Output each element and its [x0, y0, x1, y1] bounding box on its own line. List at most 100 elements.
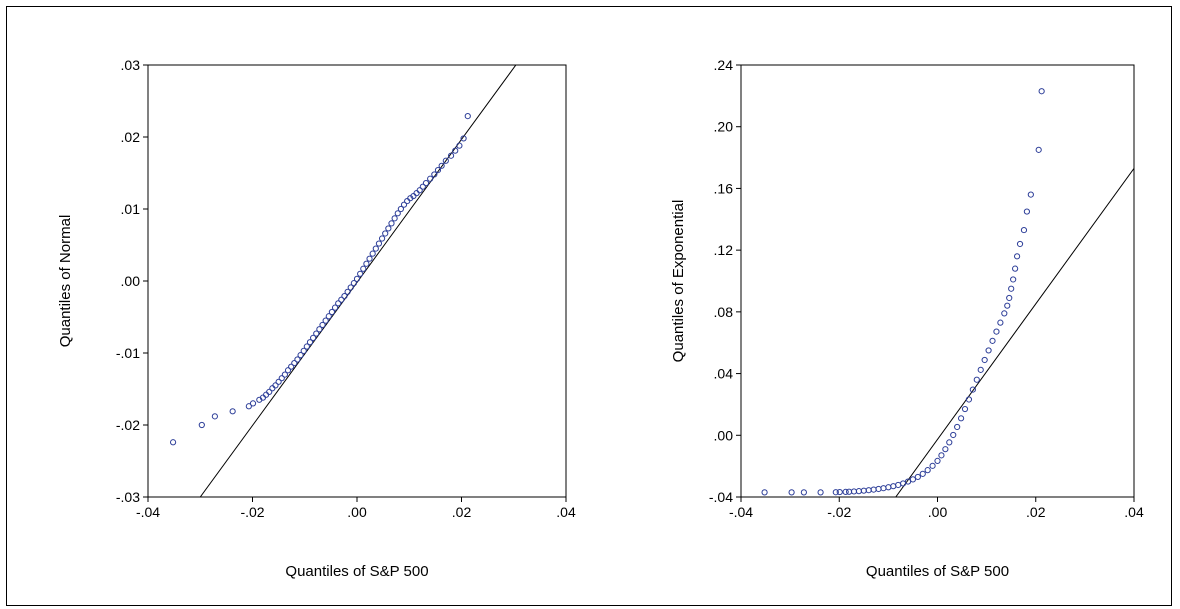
- normal-data-point: [382, 230, 389, 237]
- exponential-data-point: [1006, 294, 1013, 302]
- exponential-data-point: [875, 485, 882, 493]
- normal-data-point: [344, 288, 351, 295]
- normal-data-point: [442, 157, 449, 164]
- exponential-y-tick-label: .16: [714, 180, 734, 196]
- exponential-data-point: [1020, 226, 1028, 234]
- normal-data-point: [266, 388, 273, 395]
- normal-y-tick-label: .01: [121, 201, 141, 217]
- normal-data-point: [245, 403, 252, 410]
- normal-data-point: [262, 391, 270, 398]
- exponential-data-point: [929, 462, 936, 469]
- normal-data-point: [363, 260, 370, 267]
- normal-data-point: [388, 220, 395, 227]
- exponential-data-point: [1035, 146, 1042, 153]
- exponential-data-point: [919, 470, 926, 477]
- exponential-data-point: [965, 396, 973, 403]
- normal-x-tick-label: .04: [556, 504, 576, 520]
- exponential-y-tick-label: .08: [714, 304, 734, 320]
- exponential-y-tick-label: .20: [714, 119, 734, 135]
- exponential-data-point: [961, 405, 969, 413]
- exponential-data-point: [1027, 191, 1034, 198]
- normal-data-point: [464, 113, 471, 120]
- exponential-data-point: [850, 488, 858, 495]
- exponential-x-tick-label: .04: [1124, 504, 1144, 520]
- normal-data-point: [297, 352, 304, 359]
- exponential-data-point: [954, 423, 961, 431]
- normal-data-point: [306, 339, 314, 346]
- exponential-data-point: [1004, 302, 1011, 309]
- normal-data-point: [322, 317, 329, 324]
- normal-data-point: [353, 275, 361, 282]
- normal-data-point: [360, 265, 367, 272]
- normal-data-point: [303, 343, 310, 350]
- normal-x-tick-label: .02: [452, 504, 472, 520]
- normal-data-point: [422, 179, 430, 187]
- normal-data-point: [404, 197, 411, 205]
- exponential-x-tick-label: .02: [1026, 504, 1046, 520]
- normal-data-point: [335, 300, 342, 307]
- normal-y-tick-label: .00: [121, 273, 141, 289]
- normal-data-point: [229, 408, 236, 415]
- exponential-reference-line: [895, 168, 1134, 497]
- normal-x-tick-label: .00: [347, 504, 367, 520]
- normal-data-point: [413, 190, 420, 197]
- normal-data-point: [281, 371, 288, 378]
- exponential-x-axis-label: Quantiles of S&P 500: [866, 563, 1009, 580]
- normal-y-tick-label: .03: [121, 57, 141, 73]
- normal-y-axis-label: Quantiles of Normal: [57, 215, 74, 348]
- exponential-data-point: [934, 457, 941, 464]
- exponential-data-point: [845, 488, 853, 495]
- normal-qq-plot: -.04 -.02 .00 .02 .04 -.03 -.02 -.01 .00 .01 .02 .0…: [57, 57, 576, 580]
- normal-data-point: [284, 367, 292, 374]
- normal-data-point: [460, 135, 467, 142]
- normal-data-point: [400, 201, 408, 208]
- figure-frame: [6, 6, 1172, 606]
- normal-data-point: [288, 363, 295, 370]
- normal-data-point: [375, 240, 383, 247]
- normal-data-point: [456, 142, 463, 149]
- normal-data-point: [350, 280, 357, 287]
- normal-data-point: [291, 359, 298, 367]
- exponential-data-point: [977, 366, 984, 373]
- exponential-data-point: [842, 488, 849, 496]
- normal-data-point: [316, 326, 323, 333]
- normal-data-point: [372, 245, 379, 252]
- normal-data-point: [169, 439, 177, 446]
- exponential-y-tick-label: -.04: [709, 489, 733, 505]
- exponential-data-point: [1038, 88, 1045, 95]
- exponential-data-point: [942, 446, 949, 453]
- exponential-y-tick-label: .04: [714, 366, 734, 382]
- exponential-data-point: [1016, 240, 1024, 248]
- exponential-data-point: [989, 337, 996, 344]
- normal-data-point: [391, 215, 398, 222]
- exponential-data-point: [914, 473, 921, 481]
- normal-data-point: [447, 152, 455, 159]
- normal-data-point: [310, 334, 317, 341]
- exponential-data-point: [973, 376, 980, 383]
- normal-x-tick-label: -.04: [136, 504, 160, 520]
- exponential-data-point: [800, 489, 807, 496]
- exponential-x-tick-label: -.04: [729, 504, 753, 520]
- normal-data-point: [338, 296, 345, 303]
- exponential-data-point: [1010, 276, 1017, 283]
- exponential-data-point: [885, 484, 892, 491]
- exponential-data-point: [957, 415, 965, 422]
- normal-data-point: [325, 313, 332, 320]
- normal-data-point: [249, 400, 257, 407]
- normal-data-point: [369, 250, 376, 257]
- normal-y-tick-label: -.03: [116, 489, 140, 505]
- exponential-data-point: [924, 467, 931, 474]
- exponential-data-point: [865, 487, 872, 494]
- normal-data-point: [294, 356, 301, 363]
- exponential-y-tick-label: .12: [714, 242, 734, 258]
- exponential-data-point: [836, 488, 843, 496]
- exponential-data-point: [832, 489, 839, 496]
- exponential-x-tick-label: .00: [928, 504, 948, 520]
- normal-data-point: [431, 171, 438, 178]
- exponential-y-axis-label: Quantiles of Exponential: [670, 200, 687, 363]
- normal-data-point: [416, 187, 423, 194]
- normal-data-point: [357, 270, 364, 277]
- exponential-plot-area: [740, 64, 1135, 498]
- normal-y-tick-label: -.01: [116, 345, 140, 361]
